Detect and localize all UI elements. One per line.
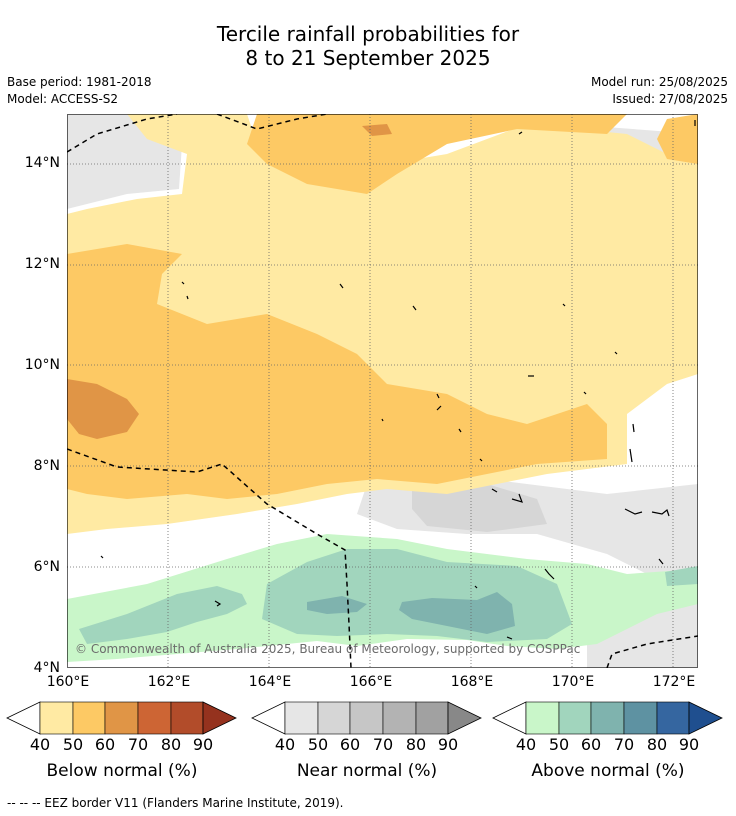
island-marks — [100, 120, 696, 640]
colorbar-below-normal-min-arrow — [6, 701, 41, 735]
below-normal-60-region — [67, 379, 139, 439]
below-normal-50-region-north — [247, 114, 627, 194]
issued-label: Issued: 27/08/2025 — [612, 92, 728, 106]
colorbar-below-normal-swatch — [170, 701, 204, 735]
below-normal-50-region — [67, 244, 607, 499]
lat-tick-10n: 10°N — [24, 357, 60, 373]
eez-border — [67, 114, 698, 668]
above-normal-60-region-a — [307, 596, 367, 614]
colorbar-above-label-50: 50 — [548, 735, 570, 754]
colorbar-near-label-60: 60 — [339, 735, 361, 754]
colorbar-above-label-80: 80 — [646, 735, 668, 754]
colorbar-below-normal-swatch — [39, 701, 74, 735]
colorbar-above-normal-swatch — [558, 701, 592, 735]
lon-tick-164e: 164°E — [248, 674, 292, 690]
below-normal-50-region-ne — [657, 114, 698, 164]
colorbar-below-normal-swatch — [137, 701, 172, 735]
colorbar-above-label-90: 90 — [678, 735, 700, 754]
lat-tick-12n: 12°N — [24, 256, 60, 272]
lon-tick-162e: 162°E — [147, 674, 191, 690]
colorbar-above-label-60: 60 — [580, 735, 602, 754]
colorbar-above-normal-swatch — [623, 701, 658, 735]
lon-tick-172e: 172°E — [652, 674, 696, 690]
colorbar-below-label-40: 40 — [29, 735, 51, 754]
colorbar-near-label-40: 40 — [274, 735, 296, 754]
above-normal-60-region-b — [399, 592, 515, 634]
colorbar-below-title: Below normal (%) — [46, 761, 198, 781]
colorbar-near-label-50: 50 — [307, 735, 329, 754]
colorbar-above-label-70: 70 — [613, 735, 635, 754]
colorbar-near-normal-swatch — [415, 701, 449, 735]
map-plot: © Commonwealth of Australia 2025, Bureau… — [67, 114, 698, 668]
chart-title-line2: 8 to 21 September 2025 — [245, 46, 491, 70]
colorbar-above-normal-min-arrow — [492, 701, 527, 735]
colorbar-near-normal-swatch — [382, 701, 417, 735]
below-normal-60-spot — [362, 124, 392, 136]
colorbar-near-normal-max-arrow — [447, 701, 482, 735]
copyright-text: © Commonwealth of Australia 2025, Bureau… — [75, 642, 580, 656]
colorbar-above-title: Above normal (%) — [531, 761, 685, 781]
colorbar-near-label-70: 70 — [372, 735, 394, 754]
colorbar-near-label-80: 80 — [405, 735, 427, 754]
colorbar-near-title: Near normal (%) — [296, 761, 438, 781]
colorbar-near-label-90: 90 — [437, 735, 459, 754]
model-label: Model: ACCESS-S2 — [7, 92, 119, 106]
colorbar-below-label-70: 70 — [127, 735, 149, 754]
lat-tick-4n: 4°N — [33, 660, 60, 676]
colorbar-below-normal — [6, 701, 237, 735]
colorbar-above-normal-max-arrow — [688, 701, 723, 735]
colorbar-above-normal-swatch — [590, 701, 625, 735]
model-run-label: Model run: 25/08/2025 — [590, 75, 728, 89]
lat-tick-8n: 8°N — [33, 458, 60, 474]
graticule — [67, 114, 698, 668]
colorbar-below-label-90: 90 — [192, 735, 214, 754]
colorbar-above-normal-swatch — [656, 701, 690, 735]
near-normal-region-mid — [412, 484, 547, 532]
colorbar-below-label-80: 80 — [160, 735, 182, 754]
colorbar-near-normal-swatch — [284, 701, 319, 735]
chart-title-line1: Tercile rainfall probabilities for — [216, 22, 520, 46]
colorbar-near-normal-min-arrow — [251, 701, 286, 735]
colorbar-below-label-50: 50 — [62, 735, 84, 754]
colorbar-near-normal-swatch — [349, 701, 384, 735]
colorbar-below-normal-swatch — [72, 701, 106, 735]
lat-tick-14n: 14°N — [24, 155, 60, 171]
eez-legend-note: -- -- -- EEZ border V11 (Flanders Marine… — [7, 796, 344, 810]
lat-tick-6n: 6°N — [33, 559, 60, 575]
colorbar-near-normal — [251, 701, 482, 735]
colorbar-below-normal-max-arrow — [202, 701, 237, 735]
colorbar-above-label-40: 40 — [515, 735, 537, 754]
colorbar-below-label-60: 60 — [94, 735, 116, 754]
lon-tick-166e: 166°E — [349, 674, 393, 690]
colorbar-near-normal-swatch — [317, 701, 351, 735]
base-period-label: Base period: 1981-2018 — [7, 75, 152, 89]
lon-tick-160e: 160°E — [46, 674, 90, 690]
above-normal-50-region-west — [79, 586, 247, 644]
colorbar-above-normal — [492, 701, 723, 735]
lon-tick-170e: 170°E — [551, 674, 595, 690]
colorbar-above-normal-swatch — [525, 701, 560, 735]
lon-tick-168e: 168°E — [450, 674, 494, 690]
map-frame — [67, 114, 698, 668]
colorbar-below-normal-swatch — [104, 701, 139, 735]
